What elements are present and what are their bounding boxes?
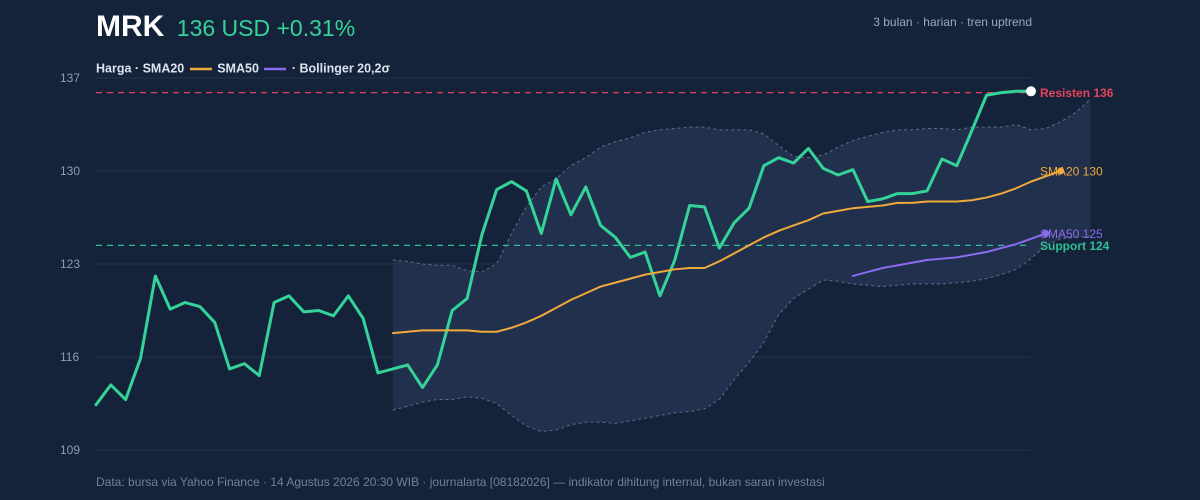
y-tick-label: 109: [60, 443, 80, 457]
sma50-line: [851, 232, 1047, 277]
bollinger-lower-line: [392, 235, 1091, 432]
legend: Harga · SMA20 SMA50 · Bollinger 20,2σ: [96, 61, 391, 76]
price-end-marker: [1026, 86, 1036, 97]
legend-sma20-swatch: [189, 67, 212, 70]
y-tick-label: 123: [60, 257, 80, 271]
legend-price: Harga: [96, 61, 132, 76]
series-layer: [94, 89, 1062, 407]
legend-sma20: SMA20: [142, 61, 185, 76]
legend-bollinger: Bollinger 20,2σ: [299, 61, 391, 76]
support-label: Support 124: [1040, 239, 1110, 253]
price-change: 136 USD +0.31%: [176, 15, 356, 41]
resistance-label: Resisten 136: [1040, 86, 1114, 100]
sma50-end-marker: [1042, 229, 1050, 237]
bollinger-band-fill: [392, 99, 1091, 432]
bollinger-layer: [392, 98, 1091, 432]
sma20-end-marker: [1057, 167, 1065, 175]
sma20-line: [391, 170, 1062, 335]
y-tick-label: 137: [60, 71, 80, 85]
y-tick-label: 116: [60, 350, 79, 364]
sma50-end-label: SMA50 125: [1040, 227, 1103, 241]
chart-meta: 3 bulan · harian · tren uptrend: [873, 15, 1032, 29]
ticker-symbol: MRK: [96, 10, 165, 43]
level-layer: [96, 91, 1031, 247]
chart-header: MRK 136 USD +0.31%: [96, 10, 355, 44]
price-line: [94, 89, 1033, 407]
legend-sma50: SMA50: [217, 61, 259, 76]
y-tick-label: 130: [60, 164, 80, 178]
footer-source: Data: bursa via Yahoo Finance · 14 Agust…: [96, 475, 825, 489]
legend-sma50-swatch: [264, 67, 287, 70]
sma20-end-label: SMA20 130: [1040, 165, 1103, 179]
